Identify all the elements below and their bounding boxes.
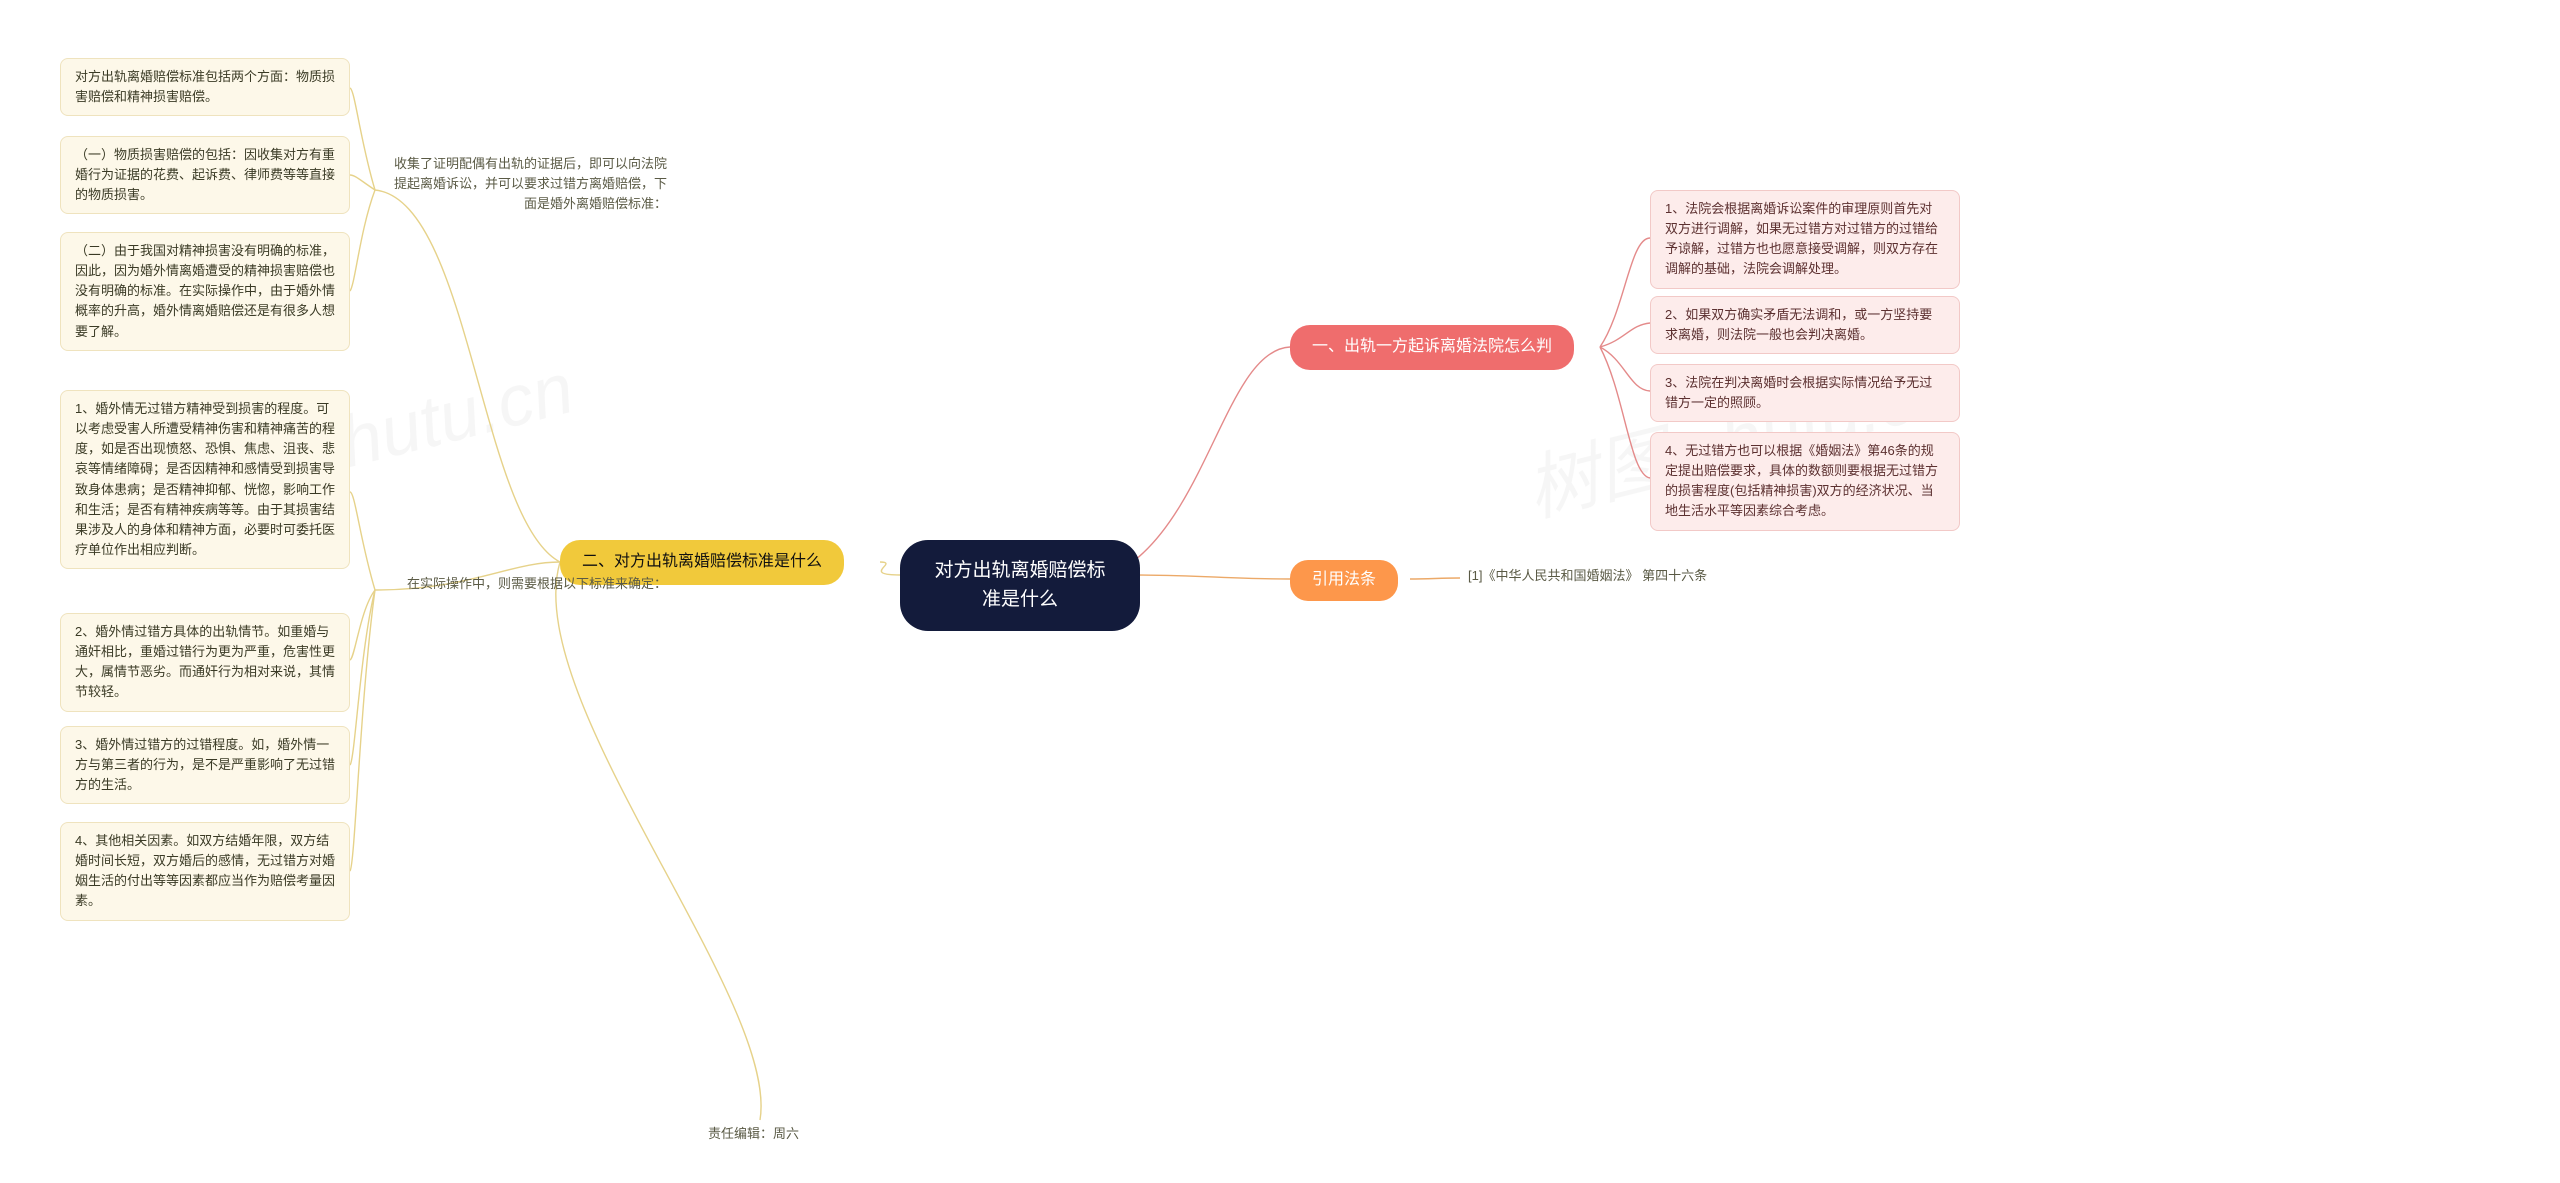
branch3-g2-item-2: 2、婚外情过错方具体的出轨情节。如重婚与通奸相比，重婚过错行为更为严重，危害性更… (60, 613, 350, 712)
branch3-g1-item-3: （二）由于我国对精神损害没有明确的标准，因此，因为婚外情离婚遭受的精神损害赔偿也… (60, 232, 350, 351)
link-g2-i3 (350, 590, 375, 765)
branch1-leaf-4: 4、无过错方也可以根据《婚姻法》第46条的规定提出赔偿要求，具体的数额则要根据无… (1650, 432, 1960, 531)
branch1-leaf-3: 3、法院在判决离婚时会根据实际情况给予无过错方一定的照顾。 (1650, 364, 1960, 422)
branch3-group1-head: 收集了证明配偶有出轨的证据后，即可以向法院提起离婚诉讼，并可以要求过错方离婚赔偿… (375, 150, 675, 218)
link-g2-i4 (350, 590, 375, 871)
link-b2-leaf (1410, 578, 1460, 579)
link-b1-l3 (1600, 347, 1650, 391)
link-g1-i3 (350, 190, 375, 291)
link-center-b3 (880, 562, 900, 575)
link-g2-i1 (350, 492, 375, 590)
link-b1-l2 (1600, 323, 1650, 347)
branch1-leaf-2: 2、如果双方确实矛盾无法调和，或一方坚持要求离婚，则法院一般也会判决离婚。 (1650, 296, 1960, 354)
branch3-g2-item-4: 4、其他相关因素。如双方结婚年限，双方结婚时间长短，双方婚后的感情，无过错方对婚… (60, 822, 350, 921)
branch3-g1-item-2: （一）物质损害赔偿的包括：因收集对方有重婚行为证据的花费、起诉费、律师费等等直接… (60, 136, 350, 214)
link-b1-l4 (1600, 347, 1650, 478)
branch3-g1-item-1: 对方出轨离婚赔偿标准包括两个方面：物质损害赔偿和精神损害赔偿。 (60, 58, 350, 116)
link-g1-i1 (350, 88, 375, 190)
branch3-group2-head: 在实际操作中，则需要根据以下标准来确定： (375, 570, 675, 598)
branch3-g2-item-3: 3、婚外情过错方的过错程度。如，婚外情一方与第三者的行为，是不是严重影响了无过错… (60, 726, 350, 804)
link-b3-g1 (375, 190, 560, 562)
link-g1-i2 (350, 175, 375, 190)
link-center-b1 (1135, 347, 1290, 560)
branch2-title[interactable]: 引用法条 (1290, 560, 1398, 601)
link-center-b2 (1135, 575, 1290, 579)
link-g2-i2 (350, 590, 375, 660)
branch1-title[interactable]: 一、出轨一方起诉离婚法院怎么判 (1290, 325, 1574, 370)
branch3-g2-item-1: 1、婚外情无过错方精神受到损害的程度。可以考虑受害人所遭受精神伤害和精神痛苦的程… (60, 390, 350, 569)
link-b1-l1 (1600, 238, 1650, 347)
branch2-leaf: [1]《中华人民共和国婚姻法》 第四十六条 (1460, 562, 1715, 590)
branch1-leaf-1: 1、法院会根据离婚诉讼案件的审理原则首先对双方进行调解，如果无过错方对过错方的过… (1650, 190, 1960, 289)
center-node[interactable]: 对方出轨离婚赔偿标准是什么 (900, 540, 1140, 631)
branch3-tail: 责任编辑：周六 (700, 1120, 807, 1148)
link-b3-tail (556, 562, 761, 1120)
